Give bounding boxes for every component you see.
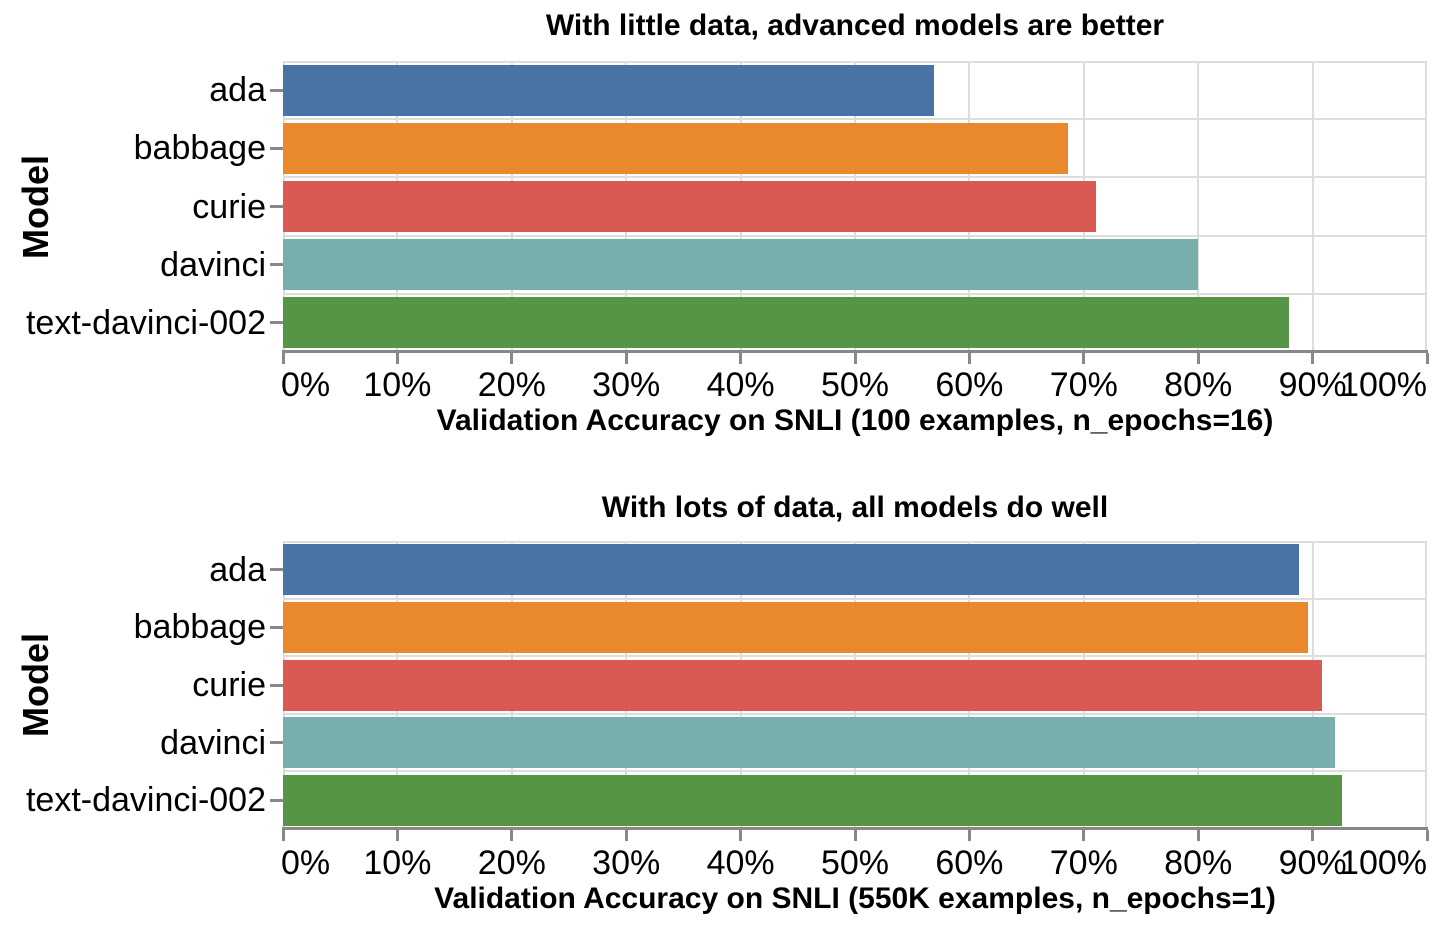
grid-line-horizontal <box>283 118 1427 121</box>
y-tick <box>270 263 283 267</box>
bar-davinci <box>283 717 1336 769</box>
x-tick <box>624 830 628 841</box>
x-tick-label: 70% <box>1049 844 1118 882</box>
grid-line-horizontal <box>283 234 1427 237</box>
x-tick-label: 20% <box>477 366 546 404</box>
x-tick-label: 60% <box>935 844 1004 882</box>
bar-davinci <box>283 239 1199 291</box>
x-tick <box>1082 353 1086 364</box>
x-tick <box>1425 830 1429 841</box>
y-tick <box>270 741 283 745</box>
y-category-label: text-davinci-002 <box>25 303 266 342</box>
grid-line-horizontal <box>283 292 1427 295</box>
x-tick <box>853 353 857 364</box>
grid-line-vertical <box>1197 61 1200 352</box>
y-category-label: davinci <box>160 723 266 762</box>
grid-line-horizontal <box>283 597 1427 600</box>
y-tick <box>270 683 283 687</box>
y-tick <box>270 568 283 572</box>
x-tick-label: 40% <box>706 844 775 882</box>
y-tick <box>270 146 283 150</box>
x-tick <box>1311 830 1315 841</box>
x-tick-label: 0% <box>281 844 331 882</box>
x-tick <box>739 353 743 364</box>
chart-title: With little data, advanced models are be… <box>545 9 1165 42</box>
x-tick <box>1196 353 1200 364</box>
x-tick <box>739 830 743 841</box>
x-tick <box>1311 353 1315 364</box>
x-tick <box>853 830 857 841</box>
x-tick <box>967 353 971 364</box>
x-tick-label: 20% <box>477 844 546 882</box>
x-tick-label: 10% <box>363 844 432 882</box>
bar-text-davinci-002 <box>283 774 1343 826</box>
x-tick <box>1082 830 1086 841</box>
y-category-label: davinci <box>160 245 266 284</box>
x-tick-label: 0% <box>281 366 331 404</box>
grid-line-vertical <box>1311 61 1314 352</box>
x-tick <box>1196 830 1200 841</box>
x-axis-domain <box>282 827 1428 830</box>
x-tick-label: 80% <box>1164 844 1233 882</box>
x-tick-label: 10% <box>363 366 432 404</box>
x-axis-domain <box>282 350 1428 353</box>
x-tick <box>1425 353 1429 364</box>
bar-babbage <box>283 601 1309 653</box>
grid-line-horizontal <box>283 655 1427 658</box>
plot-area <box>283 541 1427 829</box>
y-category-label: text-davinci-002 <box>25 781 266 820</box>
x-tick-label: 70% <box>1049 366 1118 404</box>
x-tick-label: 50% <box>820 844 890 882</box>
x-tick <box>624 353 628 364</box>
x-tick <box>395 353 399 364</box>
grid-line-horizontal <box>283 770 1427 773</box>
y-category-label: babbage <box>133 608 266 647</box>
x-tick <box>281 353 285 364</box>
x-tick-label: 100% <box>1340 366 1427 404</box>
y-category-label: curie <box>192 187 266 226</box>
x-tick-label: 60% <box>935 366 1004 404</box>
bar-babbage <box>283 122 1068 174</box>
y-category-label: babbage <box>133 129 266 168</box>
x-tick-label: 90% <box>1278 844 1347 882</box>
bar-ada <box>283 64 934 116</box>
y-category-label: curie <box>192 666 266 704</box>
x-tick <box>395 830 399 841</box>
bar-curie <box>283 659 1322 711</box>
x-tick-label: 90% <box>1278 366 1347 404</box>
y-tick <box>270 88 283 92</box>
y-tick <box>270 798 283 802</box>
x-tick-label: 30% <box>592 366 661 404</box>
y-category-label: ada <box>209 71 266 110</box>
x-tick <box>510 830 514 841</box>
y-tick <box>270 321 283 325</box>
grid-line-horizontal <box>283 176 1427 179</box>
y-tick <box>270 625 283 629</box>
bar-ada <box>283 544 1299 596</box>
y-tick <box>270 205 283 208</box>
bar-text-davinci-002 <box>283 297 1289 349</box>
chart-title: With lots of data, all models do well <box>601 491 1109 524</box>
plot-area <box>283 61 1427 352</box>
x-tick-label: 30% <box>592 844 661 882</box>
x-axis-title: Validation Accuracy on SNLI (100 example… <box>436 404 1274 437</box>
x-tick-label: 80% <box>1164 366 1233 404</box>
x-tick-label: 100% <box>1340 844 1427 882</box>
x-tick-label: 50% <box>820 366 890 404</box>
grid-line-horizontal <box>283 712 1427 715</box>
x-tick <box>281 830 285 841</box>
x-tick <box>967 830 971 841</box>
y-category-label: ada <box>209 550 266 589</box>
bar-curie <box>283 181 1097 232</box>
x-tick-label: 40% <box>706 366 775 404</box>
x-axis-title: Validation Accuracy on SNLI (550K exampl… <box>434 882 1276 915</box>
x-tick <box>510 353 514 364</box>
